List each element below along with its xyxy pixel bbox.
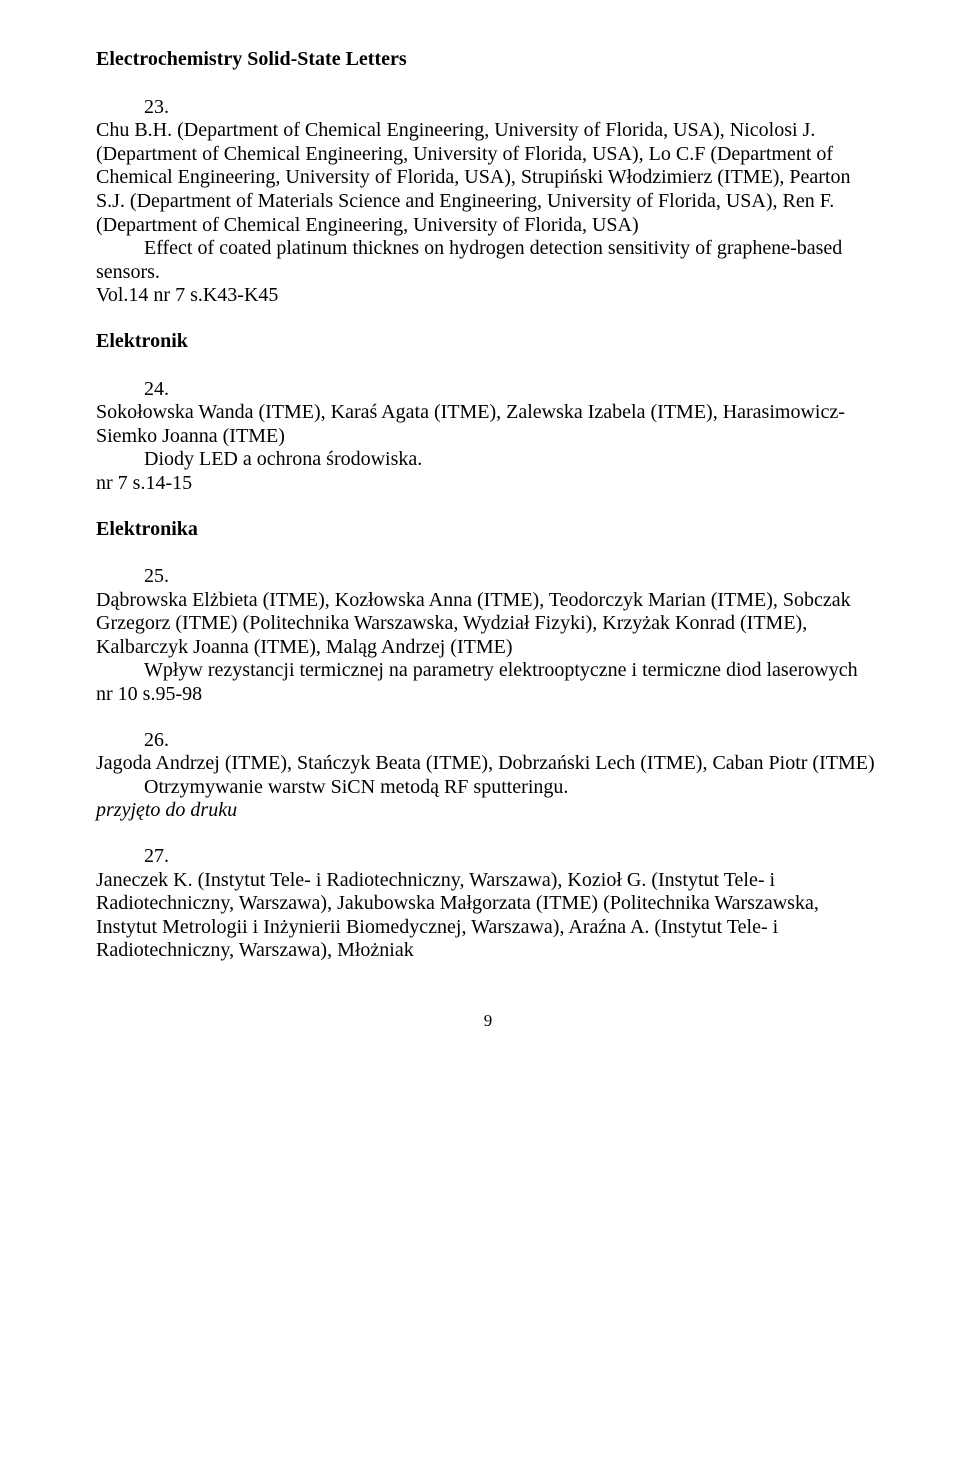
bib-entry-23: 23. Chu B.H. (Department of Chemical Eng… — [96, 96, 880, 308]
entry-title: Otrzymywanie warstw SiCN metodą RF sputt… — [96, 776, 880, 800]
entry-number: 24. — [96, 378, 880, 402]
entry-number: 26. — [96, 729, 880, 753]
entry-citation: Vol.14 nr 7 s.K43-K45 — [96, 284, 880, 308]
page-number: 9 — [96, 1011, 880, 1031]
entry-authors: Chu B.H. (Department of Chemical Enginee… — [96, 119, 880, 237]
bib-entry-27: 27. Janeczek K. (Instytut Tele- i Radiot… — [96, 845, 880, 963]
entry-citation: nr 10 s.95-98 — [96, 683, 880, 707]
entry-title: Effect of coated platinum thicknes on hy… — [96, 237, 880, 284]
section-heading: Electrochemistry Solid-State Letters — [96, 48, 880, 72]
entry-number: 23. — [96, 96, 880, 120]
entry-number: 25. — [96, 565, 880, 589]
entry-authors: Janeczek K. (Instytut Tele- i Radiotechn… — [96, 869, 880, 963]
entry-title: Wpływ rezystancji termicznej na parametr… — [96, 659, 880, 683]
section-heading: Elektronik — [96, 330, 880, 354]
entry-authors: Dąbrowska Elżbieta (ITME), Kozłowska Ann… — [96, 589, 880, 660]
bib-entry-25: 25. Dąbrowska Elżbieta (ITME), Kozłowska… — [96, 565, 880, 707]
entry-title: Diody LED a ochrona środowiska. — [96, 448, 880, 472]
entry-authors: Jagoda Andrzej (ITME), Stańczyk Beata (I… — [96, 752, 880, 776]
entry-citation: nr 7 s.14-15 — [96, 472, 880, 496]
section-heading: Elektronika — [96, 518, 880, 542]
entry-authors: Sokołowska Wanda (ITME), Karaś Agata (IT… — [96, 401, 880, 448]
bib-entry-26: 26. Jagoda Andrzej (ITME), Stańczyk Beat… — [96, 729, 880, 823]
bib-entry-24: 24. Sokołowska Wanda (ITME), Karaś Agata… — [96, 378, 880, 496]
entry-note: przyjęto do druku — [96, 799, 880, 823]
entry-number: 27. — [96, 845, 880, 869]
